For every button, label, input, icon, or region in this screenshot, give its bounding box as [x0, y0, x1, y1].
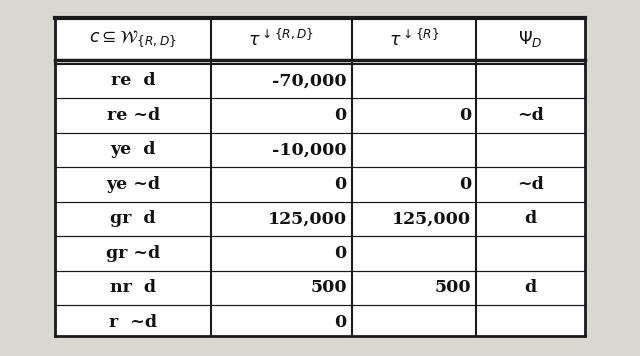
Text: 0: 0: [335, 176, 347, 193]
Text: ye  d: ye d: [111, 141, 156, 158]
Text: ye ~d: ye ~d: [106, 176, 160, 193]
Text: 500: 500: [435, 279, 471, 296]
Text: -70,000: -70,000: [272, 72, 347, 89]
Text: r  ~d: r ~d: [109, 314, 157, 331]
Text: d: d: [525, 279, 537, 296]
Text: 0: 0: [459, 176, 471, 193]
Text: -10,000: -10,000: [272, 141, 347, 158]
Text: re  d: re d: [111, 72, 156, 89]
Text: d: d: [525, 210, 537, 227]
Text: $\Psi_D$: $\Psi_D$: [518, 29, 543, 49]
Text: $\tau^{\downarrow\{R\}}$: $\tau^{\downarrow\{R\}}$: [388, 28, 440, 49]
Text: 0: 0: [335, 245, 347, 262]
Text: 500: 500: [310, 279, 347, 296]
Text: $c\subseteq\mathcal{W}_{\{R,D\}}$: $c\subseteq\mathcal{W}_{\{R,D\}}$: [90, 28, 177, 49]
Text: gr ~d: gr ~d: [106, 245, 160, 262]
Bar: [55, 18, 585, 336]
Text: gr  d: gr d: [111, 210, 156, 227]
Text: ~d: ~d: [517, 176, 544, 193]
Text: 0: 0: [459, 107, 471, 124]
Text: $\tau^{\downarrow\{R,D\}}$: $\tau^{\downarrow\{R,D\}}$: [248, 28, 315, 49]
Text: re ~d: re ~d: [107, 107, 160, 124]
Text: 125,000: 125,000: [268, 210, 347, 227]
Text: ~d: ~d: [517, 107, 544, 124]
Text: 0: 0: [335, 314, 347, 331]
Text: 125,000: 125,000: [392, 210, 471, 227]
Text: nr  d: nr d: [110, 279, 156, 296]
Text: 0: 0: [335, 107, 347, 124]
